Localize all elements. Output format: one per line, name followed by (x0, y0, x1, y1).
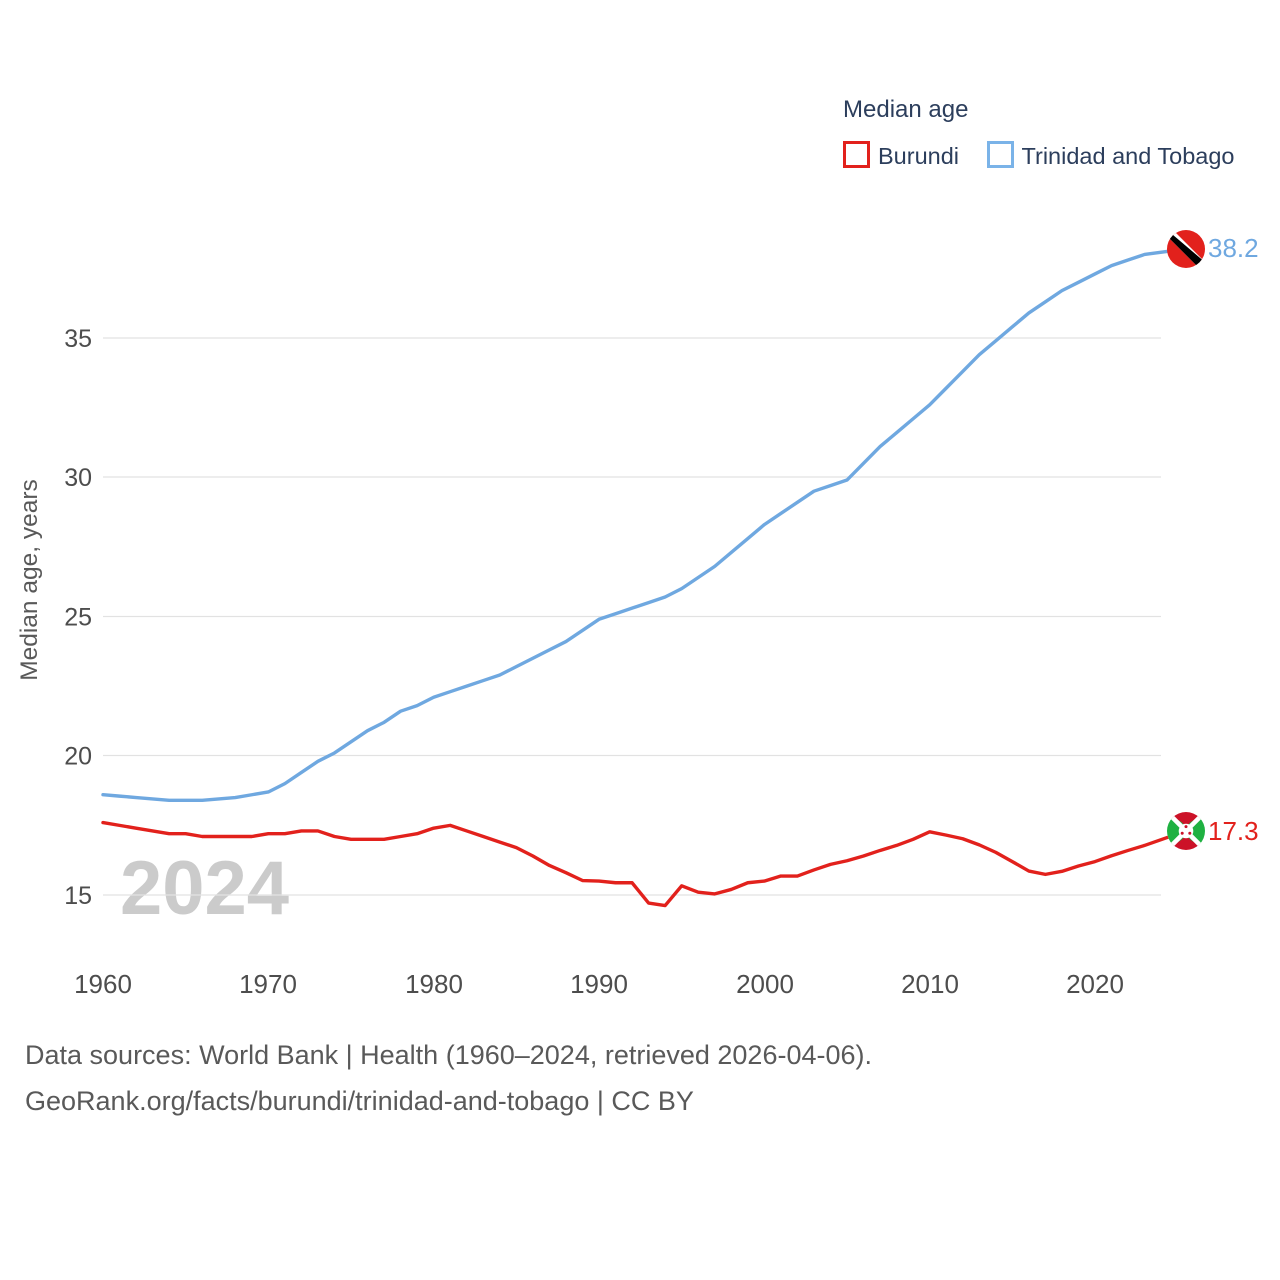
svg-text:1980: 1980 (405, 969, 463, 999)
svg-text:1970: 1970 (239, 969, 297, 999)
svg-text:25: 25 (64, 604, 92, 632)
svg-text:15: 15 (64, 882, 92, 910)
svg-text:20: 20 (64, 743, 92, 771)
svg-text:2000: 2000 (736, 969, 794, 999)
svg-text:2020: 2020 (1066, 969, 1124, 999)
svg-text:1990: 1990 (570, 969, 628, 999)
svg-text:2010: 2010 (901, 969, 959, 999)
svg-text:17.3: 17.3 (1208, 816, 1259, 846)
svg-text:35: 35 (64, 325, 92, 353)
svg-text:30: 30 (64, 464, 92, 492)
svg-text:1960: 1960 (74, 969, 132, 999)
svg-text:38.2: 38.2 (1208, 233, 1259, 263)
